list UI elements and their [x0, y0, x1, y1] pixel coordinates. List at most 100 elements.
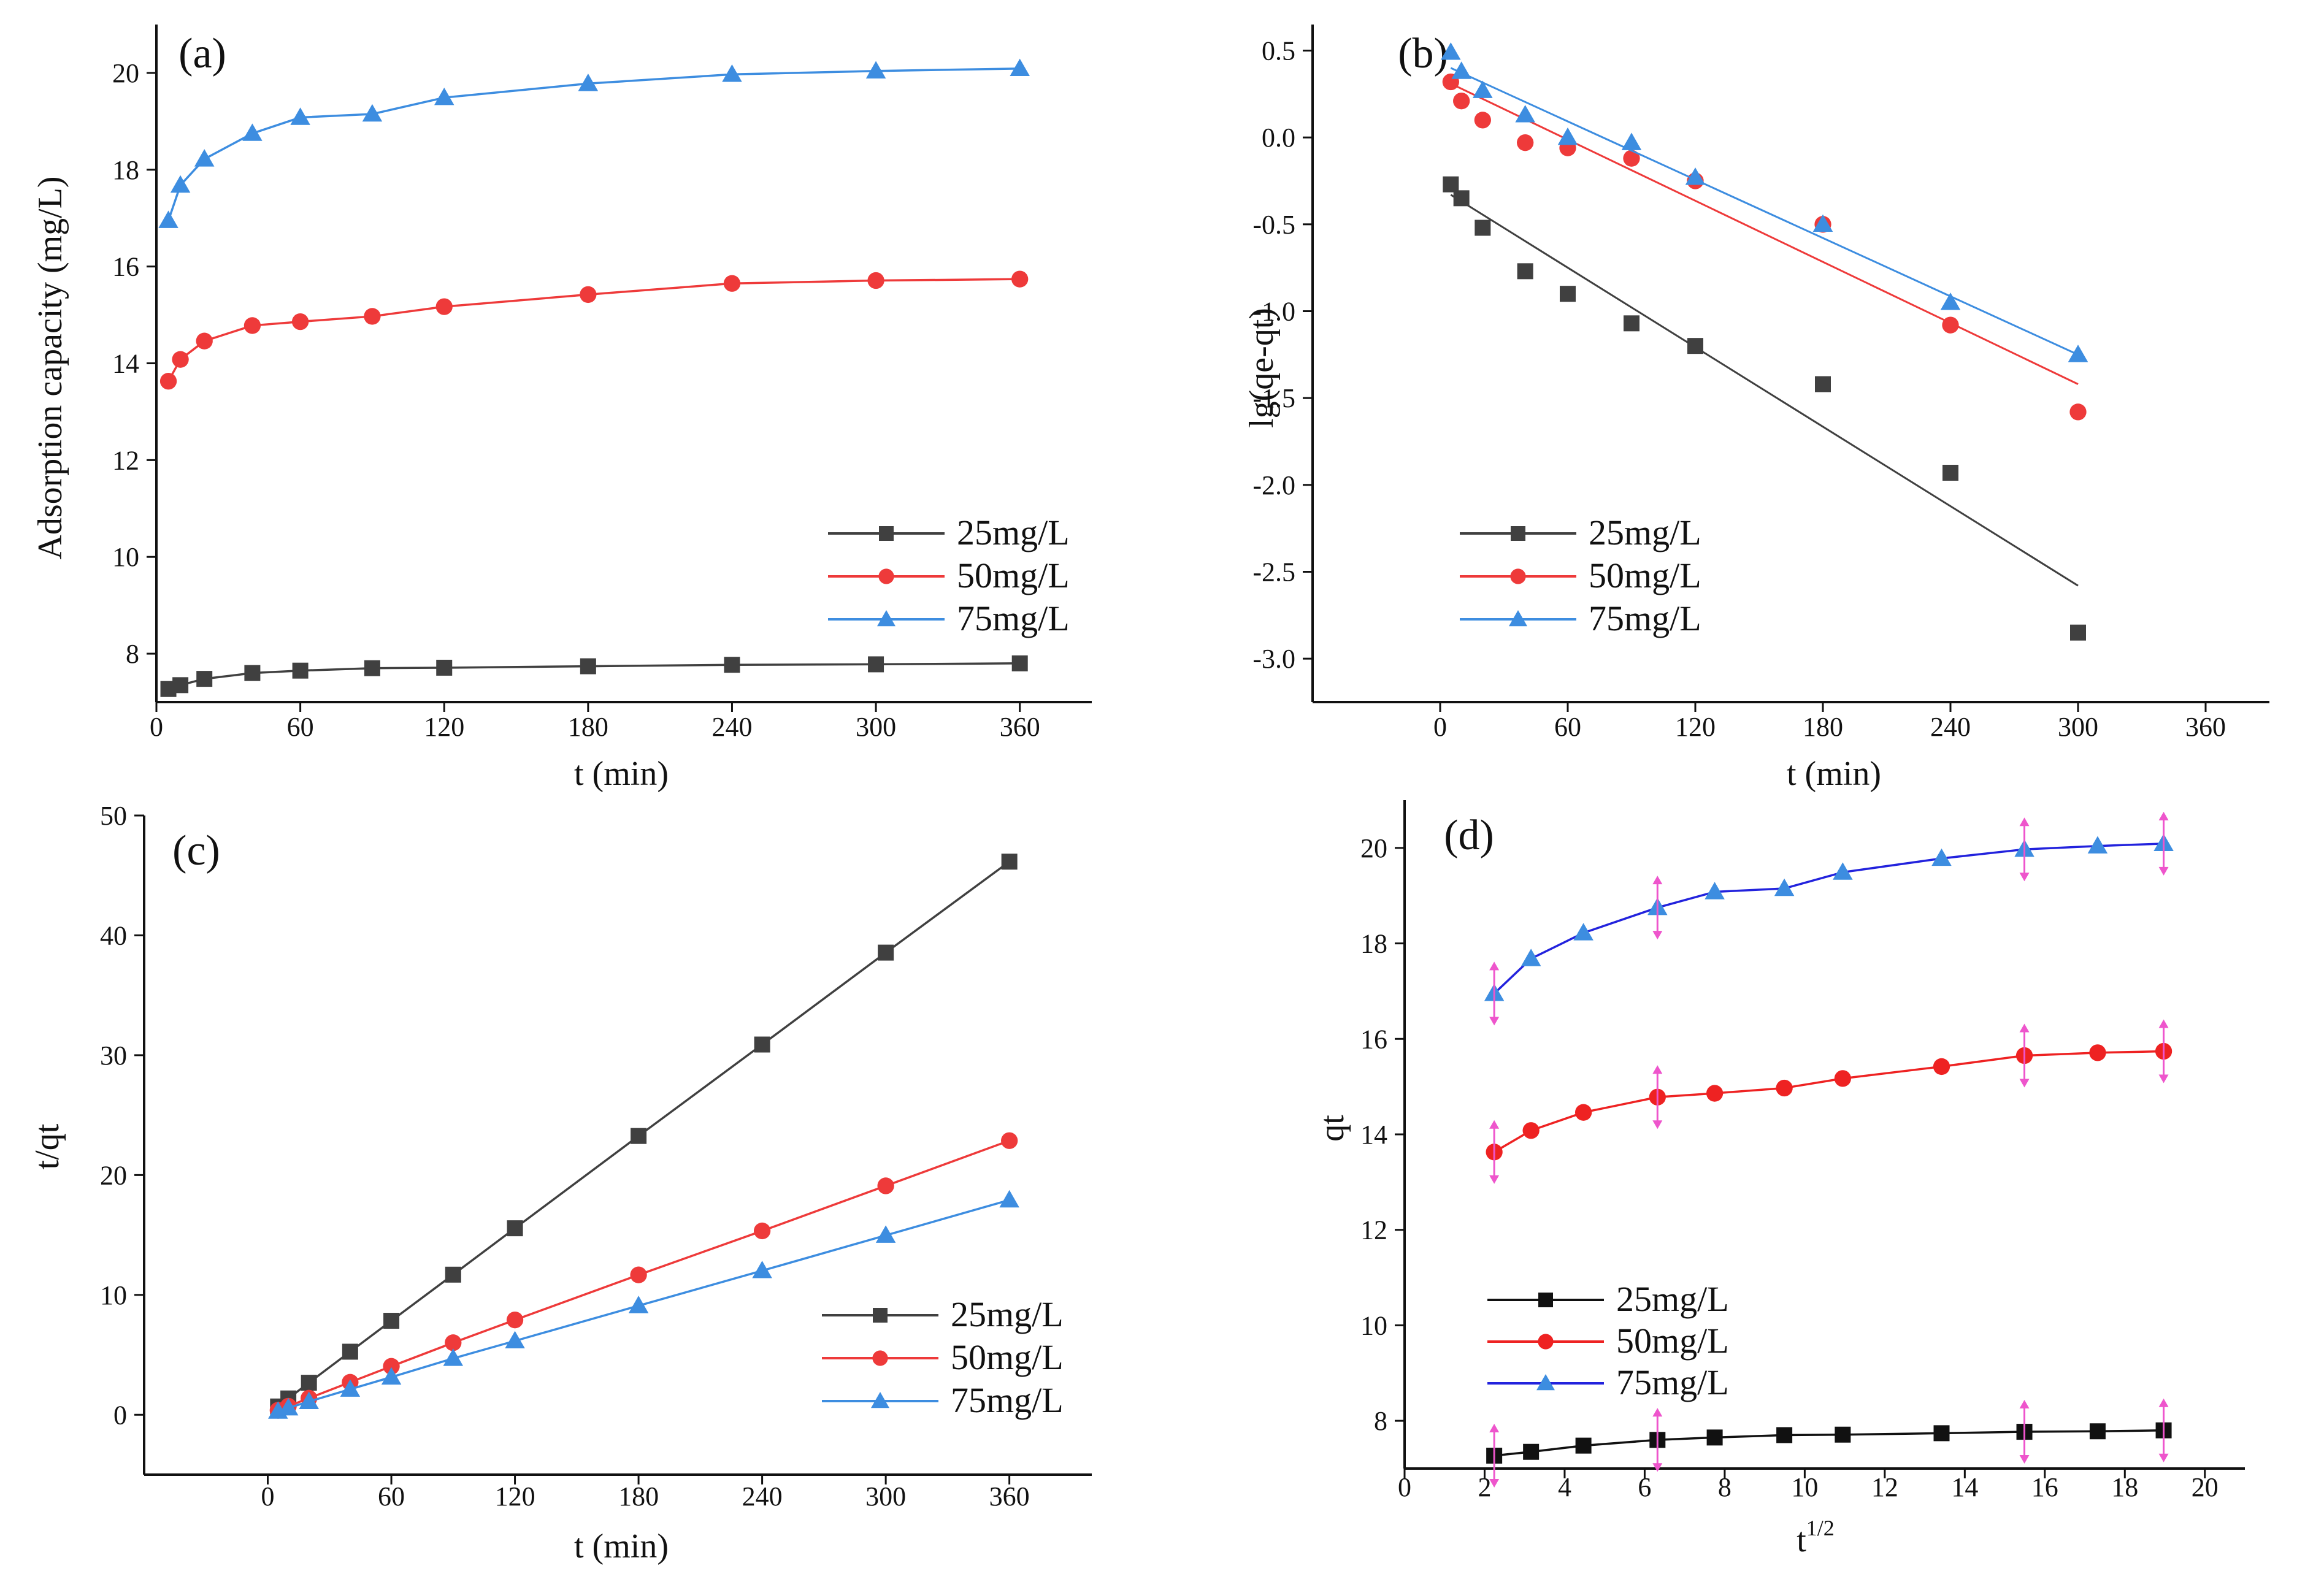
data-point [436, 659, 453, 676]
y-tick-label: 18 [112, 155, 139, 185]
panel-d: 0 2 4 6 8 10 12 14 16 18 20 8 10 12 14 16 18 20 (d) t1/2 qt 2… [1313, 800, 2245, 1559]
error-arrow-head [1489, 1175, 1500, 1184]
data-point [1933, 1425, 1950, 1442]
data-point [875, 1225, 896, 1243]
y-tick-label: 30 [100, 1041, 127, 1071]
data-point [383, 1313, 400, 1329]
panel-label: (b) [1398, 30, 1448, 77]
legend-marker [1538, 1334, 1554, 1350]
data-point [290, 107, 310, 125]
data-point [868, 656, 884, 673]
error-arrow-head [1652, 1065, 1663, 1074]
x-tick-label: 18 [2111, 1472, 2138, 1502]
data-point [2089, 1044, 2106, 1061]
data-point [877, 1177, 894, 1194]
series-25mg/L [1443, 176, 2086, 641]
y-tick-label: -2.0 [1252, 470, 1295, 500]
y-tick-label: 20 [1360, 833, 1387, 863]
x-tick-label: 2 [1478, 1472, 1491, 1502]
data-point [278, 1397, 299, 1416]
data-point [291, 313, 309, 330]
data-point [364, 308, 381, 325]
data-point [1557, 127, 1578, 145]
x-tick-label: 0 [261, 1481, 275, 1511]
data-point [754, 1036, 770, 1053]
data-point [1001, 854, 1018, 870]
data-point [1573, 923, 1593, 941]
data-point [1574, 1104, 1592, 1121]
data-point [1517, 134, 1534, 151]
series-75mg/L [268, 1190, 1019, 1419]
y-tick-label: 10 [1360, 1310, 1387, 1340]
error-arrow-head [2019, 1079, 2030, 1088]
panel-label: (d) [1444, 812, 1494, 859]
data-point [1621, 132, 1642, 150]
x-tick-label: 8 [1718, 1472, 1731, 1502]
y-tick-label: -2.5 [1252, 557, 1295, 587]
legend-marker [1511, 526, 1525, 541]
data-point [1451, 61, 1471, 79]
x-tick-label: 180 [618, 1481, 659, 1511]
data-point [1474, 112, 1491, 129]
data-point [364, 660, 380, 676]
y-tick-label: 16 [1360, 1024, 1387, 1054]
y-tick-label: 10 [100, 1280, 127, 1310]
data-point [292, 662, 309, 679]
error-arrow-head [2019, 873, 2030, 882]
data-point [1834, 1070, 1852, 1087]
error-arrow-head [2158, 1074, 2169, 1083]
legend-label: 25mg/L [951, 1294, 1064, 1334]
data-point [753, 1222, 771, 1240]
data-point [196, 671, 213, 687]
y-tick-label: 16 [112, 252, 139, 282]
y-tick-label: 8 [126, 639, 139, 669]
data-point [170, 175, 191, 193]
data-point [1515, 105, 1535, 123]
fit-line [1450, 82, 2079, 385]
error-arrow-head [1489, 1120, 1500, 1129]
x-tick-label: 0 [1433, 712, 1447, 742]
data-point [1815, 376, 1831, 392]
y-axis-title: t/qt [28, 1123, 66, 1169]
data-point [1522, 1122, 1540, 1139]
data-point [631, 1128, 647, 1144]
data-point [1575, 1437, 1592, 1454]
error-arrow-head [2019, 1023, 2030, 1033]
x-tick-label: 60 [287, 712, 314, 742]
data-point [1706, 1429, 1723, 1446]
data-point [724, 657, 740, 673]
legend-label: 75mg/L [1616, 1362, 1729, 1402]
error-arrow-head [1489, 1478, 1500, 1488]
data-point [342, 1343, 358, 1360]
data-point [172, 677, 189, 693]
series-25mg/L [270, 854, 1018, 1415]
legend-marker [872, 1350, 888, 1366]
series-line [167, 67, 1020, 221]
y-tick-label: 20 [100, 1160, 127, 1190]
panel-a: 0 60 120 180 240 300 360 8 10 12 14 16 18 20 (a) t (min… [31, 25, 1092, 793]
error-arrow-head [1489, 1423, 1500, 1432]
x-tick-label: 240 [711, 712, 752, 742]
x-tick-label: 240 [742, 1481, 783, 1511]
y-tick-label: -0.5 [1252, 210, 1295, 240]
y-tick-label: 0.5 [1262, 36, 1295, 66]
error-arrow-head [2019, 817, 2030, 827]
error-arrow-head [1489, 1017, 1500, 1026]
data-point [1517, 263, 1533, 280]
data-point [196, 332, 213, 350]
series-50mg/L [1486, 1019, 2173, 1184]
data-point [301, 1375, 317, 1391]
x-tick-label: 360 [989, 1481, 1030, 1511]
data-point [383, 1358, 400, 1375]
data-point [1523, 1443, 1540, 1460]
x-tick-label: 60 [1554, 712, 1581, 742]
x-tick-label: 300 [856, 712, 896, 742]
data-point [2087, 836, 2108, 854]
y-tick-label: 10 [112, 542, 139, 572]
x-axis-title-superscript: 1/2 [1806, 1516, 1835, 1540]
error-arrow-head [2019, 1455, 2030, 1464]
y-tick-label: 0.0 [1262, 123, 1295, 153]
legend-marker [879, 526, 894, 541]
data-point [434, 87, 454, 105]
